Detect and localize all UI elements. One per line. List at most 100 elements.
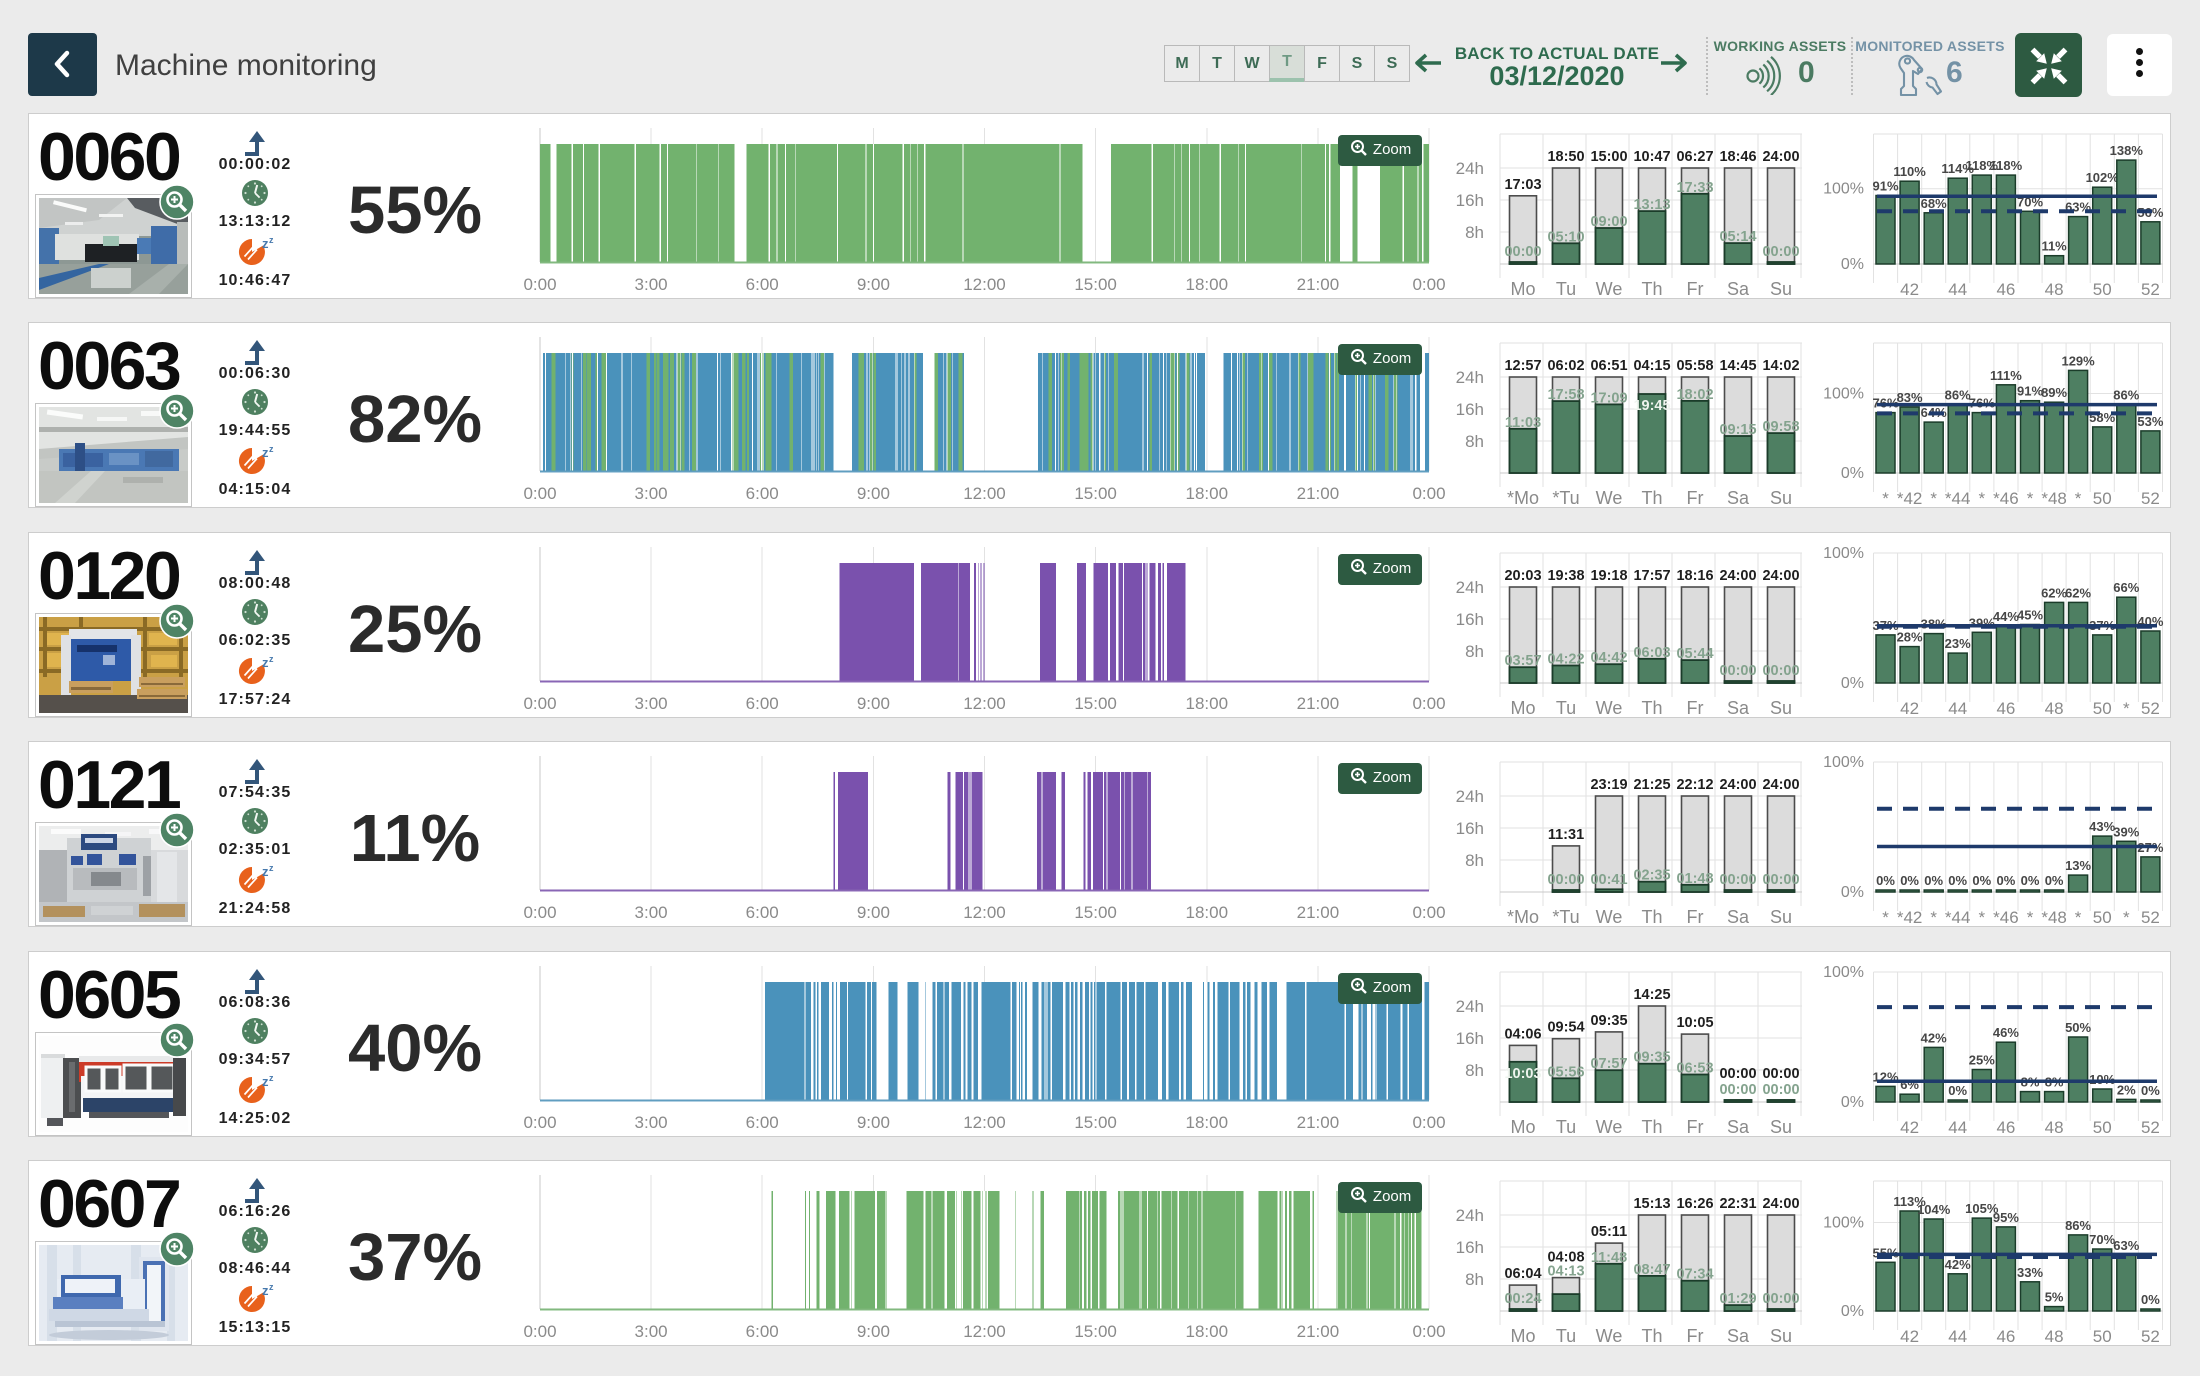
svg-text:100%: 100% <box>1823 386 1864 403</box>
svg-text:*46: *46 <box>1993 908 2019 927</box>
svg-text:6:00: 6:00 <box>746 484 779 503</box>
svg-text:Fr: Fr <box>1687 488 1704 508</box>
svg-text:44: 44 <box>1948 1118 1967 1137</box>
svg-text:Sa: Sa <box>1727 279 1750 299</box>
svg-text:86%: 86% <box>1945 388 1971 403</box>
svg-text:19:18: 19:18 <box>1590 568 1627 584</box>
svg-text:12:57: 12:57 <box>1504 358 1541 374</box>
svg-text:Sa: Sa <box>1727 1326 1750 1346</box>
svg-text:*48: *48 <box>2041 908 2067 927</box>
svg-text:52: 52 <box>2141 1118 2160 1137</box>
svg-text:100%: 100% <box>1823 181 1864 198</box>
svg-text:52: 52 <box>2141 280 2160 299</box>
svg-text:0%: 0% <box>1841 884 1864 901</box>
svg-text:Sa: Sa <box>1727 1117 1750 1137</box>
svg-text:08:47: 08:47 <box>1633 1262 1670 1278</box>
svg-text:01:29: 01:29 <box>1719 1291 1756 1307</box>
svg-text:0:00: 0:00 <box>1412 694 1445 713</box>
svg-text:14:45: 14:45 <box>1719 358 1756 374</box>
svg-text:0%: 0% <box>2045 873 2064 888</box>
svg-text:52: 52 <box>2141 699 2160 718</box>
svg-text:6:00: 6:00 <box>746 275 779 294</box>
svg-text:Su: Su <box>1770 1326 1792 1346</box>
svg-text:42: 42 <box>1900 1327 1919 1346</box>
svg-text:18:00: 18:00 <box>1186 275 1229 294</box>
svg-text:3:00: 3:00 <box>635 1322 668 1341</box>
svg-text:Sa: Sa <box>1727 488 1750 508</box>
svg-text:Tu: Tu <box>1556 698 1576 718</box>
svg-text:02:35: 02:35 <box>1633 868 1670 884</box>
svg-text:Mo: Mo <box>1510 698 1535 718</box>
svg-text:0%: 0% <box>1948 873 1967 888</box>
svg-text:0:00: 0:00 <box>1412 1113 1445 1132</box>
svg-text:100%: 100% <box>1823 754 1864 771</box>
svg-text:06:04: 06:04 <box>1504 1266 1541 1282</box>
svg-text:9:00: 9:00 <box>857 1322 890 1341</box>
svg-text:17:03: 17:03 <box>1504 177 1541 193</box>
svg-text:0:00: 0:00 <box>523 1322 556 1341</box>
svg-text:05:56: 05:56 <box>1547 1064 1584 1080</box>
svg-text:12:00: 12:00 <box>963 694 1006 713</box>
svg-text:05:11: 05:11 <box>1591 1224 1627 1240</box>
svg-text:22:12: 22:12 <box>1676 777 1713 793</box>
svg-text:50%: 50% <box>2065 1020 2091 1035</box>
svg-text:01:48: 01:48 <box>1676 871 1713 887</box>
svg-text:8h: 8h <box>1465 1270 1484 1289</box>
svg-text:00:00: 00:00 <box>1762 1082 1799 1098</box>
svg-text:9:00: 9:00 <box>857 694 890 713</box>
svg-text:70%: 70% <box>2089 1232 2115 1247</box>
svg-text:24:00: 24:00 <box>1719 777 1756 793</box>
svg-text:09:00: 09:00 <box>1590 214 1627 230</box>
svg-text:z: z <box>262 655 269 670</box>
svg-text:03:57: 03:57 <box>1504 653 1541 669</box>
svg-text:9:00: 9:00 <box>857 1113 890 1132</box>
svg-text:12:00: 12:00 <box>963 1113 1006 1132</box>
svg-text:Th: Th <box>1641 1117 1662 1137</box>
svg-text:62%: 62% <box>2065 585 2091 600</box>
svg-text:20:03: 20:03 <box>1504 568 1541 584</box>
svg-text:z: z <box>269 863 274 873</box>
svg-text:00:24: 00:24 <box>1504 1291 1541 1307</box>
svg-text:100%: 100% <box>1823 545 1864 562</box>
svg-text:00:00: 00:00 <box>1719 1082 1756 1098</box>
svg-text:42: 42 <box>1900 699 1919 718</box>
svg-text:8h: 8h <box>1465 223 1484 242</box>
svg-text:17:33: 17:33 <box>1676 180 1713 196</box>
svg-text:15:00: 15:00 <box>1074 1113 1117 1132</box>
svg-text:11%: 11% <box>2041 239 2067 254</box>
svg-text:Th: Th <box>1641 698 1662 718</box>
svg-text:*: * <box>2075 908 2082 927</box>
svg-text:21:00: 21:00 <box>1297 484 1340 503</box>
svg-text:10:05: 10:05 <box>1676 1015 1713 1031</box>
svg-text:48: 48 <box>2045 1327 2064 1346</box>
svg-text:24h: 24h <box>1456 997 1484 1016</box>
svg-text:24h: 24h <box>1456 368 1484 387</box>
svg-text:We: We <box>1596 907 1623 927</box>
svg-text:12:00: 12:00 <box>963 903 1006 922</box>
svg-text:3:00: 3:00 <box>635 484 668 503</box>
svg-text:17:58: 17:58 <box>1547 387 1584 403</box>
svg-text:6:00: 6:00 <box>746 1113 779 1132</box>
svg-text:21:00: 21:00 <box>1297 694 1340 713</box>
svg-text:*: * <box>2027 489 2034 508</box>
svg-text:43%: 43% <box>2089 819 2115 834</box>
svg-text:16h: 16h <box>1456 1238 1484 1257</box>
svg-text:8h: 8h <box>1465 642 1484 661</box>
svg-text:21:00: 21:00 <box>1297 1322 1340 1341</box>
svg-text:z: z <box>262 1074 269 1089</box>
svg-text:09:15: 09:15 <box>1719 422 1756 438</box>
svg-text:23:19: 23:19 <box>1590 777 1627 793</box>
svg-text:6:00: 6:00 <box>746 903 779 922</box>
svg-text:12:00: 12:00 <box>963 1322 1006 1341</box>
svg-text:91%: 91% <box>2017 384 2043 399</box>
svg-text:We: We <box>1596 698 1623 718</box>
svg-text:09:35: 09:35 <box>1590 1012 1627 1028</box>
svg-text:0:00: 0:00 <box>523 1113 556 1132</box>
svg-text:111%: 111% <box>1990 368 2022 383</box>
svg-text:*: * <box>2123 699 2130 718</box>
svg-text:2%: 2% <box>2117 1082 2136 1097</box>
svg-text:*Tu: *Tu <box>1552 488 1579 508</box>
svg-text:We: We <box>1596 1117 1623 1137</box>
svg-text:Th: Th <box>1641 279 1662 299</box>
svg-text:66%: 66% <box>2113 580 2139 595</box>
